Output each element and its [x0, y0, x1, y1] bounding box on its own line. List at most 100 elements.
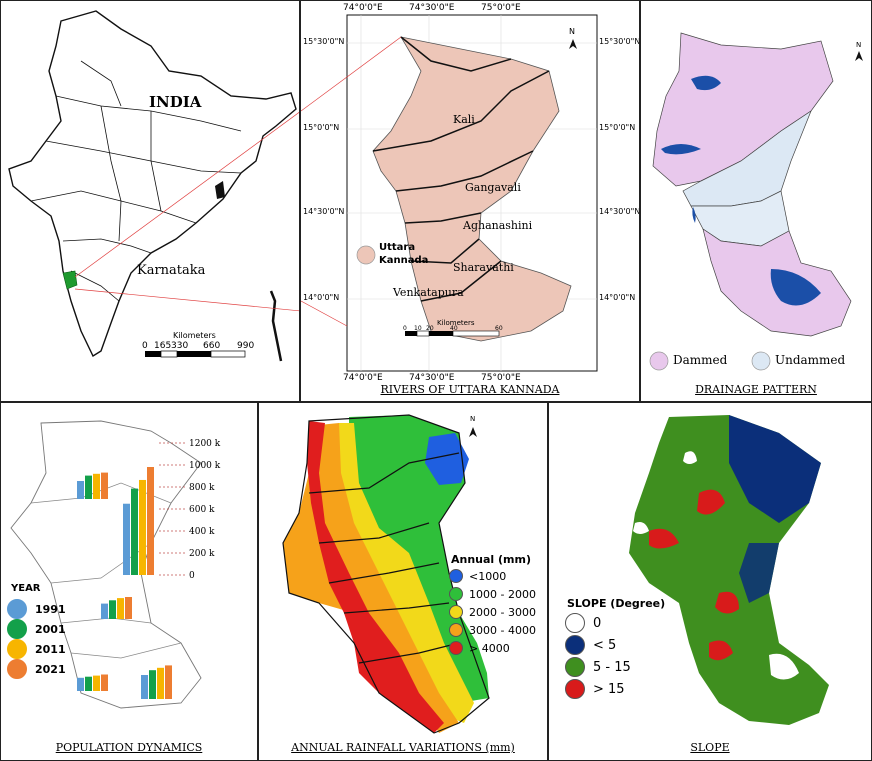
year-legend-1991: 1991 [7, 599, 66, 619]
rainfall-panel: N Annual (mm) <1000 1000 - 2000 2000 - 3… [258, 402, 548, 761]
slope-legend-item: 5 - 15 [565, 657, 631, 677]
slope-flat-patches [633, 451, 799, 680]
slope-class-label: 0 [593, 615, 602, 631]
india-scale-tick: 165 [154, 341, 172, 351]
rainfall-swatch [449, 587, 463, 601]
zoom-line-bottom [74, 288, 299, 312]
year-legend-title: YEAR [11, 583, 41, 594]
year-2001-swatch [7, 619, 27, 639]
india-outline [8, 10, 297, 358]
lat-tick-left: 15°30'0"N [303, 37, 345, 46]
population-bars [77, 467, 172, 699]
population-caption: POPULATION DYNAMICS [55, 741, 203, 754]
rainfall-class-label: 3000 - 4000 [469, 623, 536, 637]
year-2021-label: 2021 [35, 662, 66, 676]
river-label-aghanashini: Aghanashini [463, 219, 533, 232]
uttara-kannada-legend-label: Uttara Kannada [379, 242, 429, 266]
rainfall-basin-boundaries [282, 414, 490, 734]
india-scale-tick: 660 [203, 341, 221, 351]
rainfall-swatch [449, 569, 463, 583]
slope-class-label: > 15 [593, 681, 625, 697]
year-legend-2021: 2021 [7, 659, 66, 679]
india-scale-tick: 990 [237, 341, 255, 351]
lat-tick-right: 15°30'0"N [599, 37, 640, 46]
year-1991-label: 1991 [35, 602, 66, 616]
uttara-kannada-polygon [372, 36, 572, 342]
drainage-north-arrow-icon [855, 51, 863, 61]
rainfall-legend-item: 3000 - 4000 [449, 623, 536, 637]
axis-tick-label: 1000 k [189, 461, 221, 471]
andaman-islands [269, 290, 283, 362]
india-map-svg [8, 10, 299, 362]
zoom-line-top [74, 112, 299, 278]
population-bar-2021 [147, 467, 154, 575]
slope-map-svg [629, 415, 829, 725]
river-label-sharavathi: Sharavathi [453, 261, 514, 274]
rainfall-caption: ANNUAL RAINFALL VARIATIONS (mm) [291, 741, 515, 754]
rivers-scale-tick: 0 [403, 325, 407, 332]
india-label: INDIA [149, 93, 202, 111]
population-bar-2021 [165, 665, 172, 699]
rainfall-north-label: N [470, 415, 476, 423]
lon-tick-bottom: 74°30'0"E [409, 373, 455, 383]
population-bar-1991 [123, 503, 130, 575]
india-map-panel: INDIA Karnataka Kilometers 0 165 330 660… [0, 0, 300, 402]
rivers-caption: RIVERS OF UTTARA KANNADA [380, 383, 560, 396]
population-bar-2001 [85, 475, 92, 499]
rainfall-legend-item: 1000 - 2000 [449, 587, 536, 601]
population-bar-2011 [117, 598, 124, 619]
year-2021-swatch [7, 659, 27, 679]
slope-low-central [739, 543, 779, 603]
population-bar-1991 [77, 677, 84, 691]
lon-tick-top: 75°0'0"E [481, 3, 521, 13]
population-bar-2001 [109, 600, 116, 619]
lat-tick-right: 14°0'0"N [599, 293, 636, 302]
year-legend-2001: 2001 [7, 619, 66, 639]
india-scalebar-unit: Kilometers [173, 331, 216, 340]
rainfall-legend-item: > 4000 [449, 641, 510, 655]
slope-legend-title: SLOPE (Degree) [567, 597, 666, 610]
population-chart-svg: 1200 k 1000 k 800 k 600 k 400 k 200 k 0 [10, 420, 221, 709]
population-axis: 1200 k 1000 k 800 k 600 k 400 k 200 k 0 [159, 439, 221, 581]
slope-swatch [565, 657, 585, 677]
rivers-scalebar [405, 330, 500, 337]
axis-tick-label: 0 [189, 571, 195, 581]
population-bar-2021 [101, 472, 108, 499]
axis-tick-label: 800 k [189, 483, 215, 493]
drainage-caption: DRAINAGE PATTERN [695, 383, 817, 396]
rainfall-legend-title: Annual (mm) [451, 553, 532, 566]
slope-legend-item: < 5 [565, 635, 616, 655]
rainfall-swatch [449, 641, 463, 655]
karnataka-label: Karnataka [137, 263, 206, 278]
scalebar [145, 350, 246, 358]
year-2011-swatch [7, 639, 27, 659]
slope-low-northeast [729, 415, 821, 523]
rivers-map-svg [301, 14, 598, 372]
population-bar-2021 [101, 674, 108, 691]
slope-caption: SLOPE [690, 741, 730, 754]
rivers-scale-tick: 10 [414, 325, 422, 332]
lon-tick-bottom: 75°0'0"E [481, 373, 521, 383]
lon-tick-top: 74°30'0"E [409, 3, 455, 13]
lat-tick-right: 14°30'0"N [599, 207, 640, 216]
rainfall-zone-orange [283, 423, 459, 733]
axis-tick-label: 400 k [189, 527, 215, 537]
river-label-gangavali: Gangavali [465, 181, 521, 194]
slope-class-label: 5 - 15 [593, 659, 631, 675]
legend-undammed-swatch [751, 351, 771, 371]
rainfall-class-label: <1000 [469, 569, 507, 583]
population-bar-1991 [101, 603, 108, 619]
population-bar-2001 [85, 676, 92, 691]
india-scale-tick: 0 [142, 341, 148, 351]
slope-swatch [565, 613, 585, 633]
rivers-scale-tick: 40 [450, 325, 458, 332]
year-legend-2011: 2011 [7, 639, 66, 659]
slope-steep-patches [649, 489, 739, 661]
rainfall-class-label: 1000 - 2000 [469, 587, 536, 601]
population-bar-2001 [131, 488, 138, 575]
rainfall-class-label: 2000 - 3000 [469, 605, 536, 619]
legend-dammed-swatch [649, 351, 669, 371]
drainage-map-svg [649, 32, 863, 371]
basin-boundaries [372, 36, 550, 302]
slope-panel: SLOPE (Degree) 0 < 5 5 - 15 > 15 SLOPE [548, 402, 872, 761]
